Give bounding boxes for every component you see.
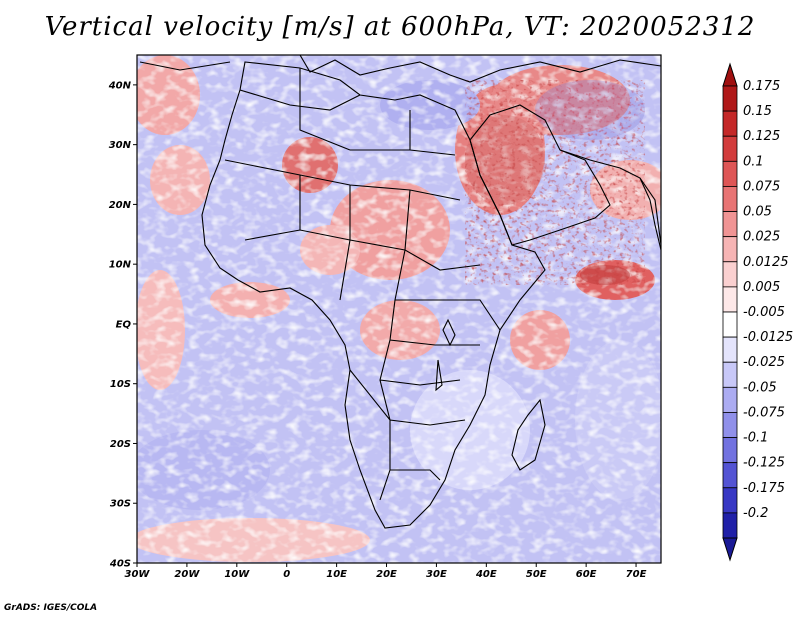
lon-tick-label: 0 <box>283 569 290 580</box>
colorbar-swatch <box>722 160 738 187</box>
map-title: Vertical velocity [m/s] at 600hPa, VT: 2… <box>44 12 756 42</box>
lat-tick-label: 10S <box>110 379 131 390</box>
lat-tick-label: EQ <box>116 319 132 330</box>
lat-tick-label: 40S <box>109 559 131 570</box>
colorbar-swatch <box>722 512 738 539</box>
lat-tick-label: 20N <box>109 200 132 211</box>
velocity-field <box>137 55 661 563</box>
lon-tick-label: 10W <box>224 569 250 580</box>
grads-credit: GrADS: IGES/COLA <box>4 603 98 613</box>
lat-tick-label: 30S <box>110 499 131 510</box>
colorbar-swatch <box>722 487 738 514</box>
colorbar-legend: 0.175 0.15 0.125 0.1 0.075 0.05 0.025 0.0125 0.0… <box>722 62 793 562</box>
colorbar-swatch <box>722 462 738 489</box>
colorbar-swatch <box>722 186 738 212</box>
colorbar-swatch <box>722 286 738 313</box>
colorbar-swatch <box>722 261 738 288</box>
lon-tick-label: 20E <box>376 569 397 580</box>
colorbar-swatch <box>722 336 738 363</box>
colorbar-label: -0.0125 <box>743 330 793 345</box>
colorbar-swatch <box>722 311 738 338</box>
colorbar-label: 0.075 <box>743 179 780 194</box>
colorbar-swatch <box>722 110 738 137</box>
lat-tick-label: 20S <box>110 439 131 450</box>
colorbar-label: -0.125 <box>743 456 785 471</box>
colorbar-label: -0.05 <box>743 380 777 395</box>
lon-tick-label: 70E <box>626 569 647 580</box>
lat-tick-label: 30N <box>109 140 132 151</box>
colorbar-label: -0.1 <box>743 431 768 446</box>
colorbar-swatch <box>722 386 738 413</box>
latitude-axis: 40N 30N 20N 10N EQ 10S 20S 30S 40S <box>108 80 137 570</box>
lon-tick-label: 50E <box>526 569 547 580</box>
colorbar-swatch <box>722 211 738 238</box>
colorbar-label: 0.125 <box>743 129 780 144</box>
lon-tick-label: 20W <box>174 569 200 580</box>
colorbar-label: -0.175 <box>743 481 785 496</box>
colorbar-label: 0.175 <box>743 79 780 94</box>
colorbar-label: -0.2 <box>743 506 768 521</box>
lat-tick-label: 10N <box>109 260 132 271</box>
colorbar-label: -0.005 <box>743 305 785 320</box>
colorbar-label: 0.15 <box>743 104 772 119</box>
colorbar-label: 0.0125 <box>743 255 789 270</box>
colorbar-swatch <box>722 361 738 388</box>
colorbar-swatch <box>722 437 738 464</box>
colorbar-swatch <box>722 85 738 112</box>
lon-tick-label: 30E <box>426 569 447 580</box>
colorbar-swatch <box>722 236 738 263</box>
coastlines <box>139 55 661 529</box>
colorbar-label: 0.1 <box>743 154 764 169</box>
longitude-axis: 30W 20W 10W 0 10E 20E 30E 40E 50E 60E 70E <box>125 563 647 580</box>
colorbar-label: -0.025 <box>743 355 785 370</box>
colorbar-label: 0.005 <box>743 280 780 295</box>
colorbar-label: -0.075 <box>743 405 785 420</box>
lon-tick-label: 40E <box>475 569 497 580</box>
colorbar-label: 0.025 <box>743 230 780 245</box>
colorbar-swatch <box>722 135 738 162</box>
colorbar-swatch <box>722 412 738 438</box>
lon-tick-label: 30W <box>125 569 151 580</box>
lon-tick-label: 10E <box>326 569 347 580</box>
colorbar-bottom-triangle <box>722 537 738 562</box>
colorbar-top-triangle <box>722 62 738 87</box>
lat-tick-label: 40N <box>108 80 132 91</box>
plot-frame <box>136 54 662 564</box>
lon-tick-label: 60E <box>576 569 597 580</box>
colorbar-label: 0.05 <box>743 205 772 220</box>
